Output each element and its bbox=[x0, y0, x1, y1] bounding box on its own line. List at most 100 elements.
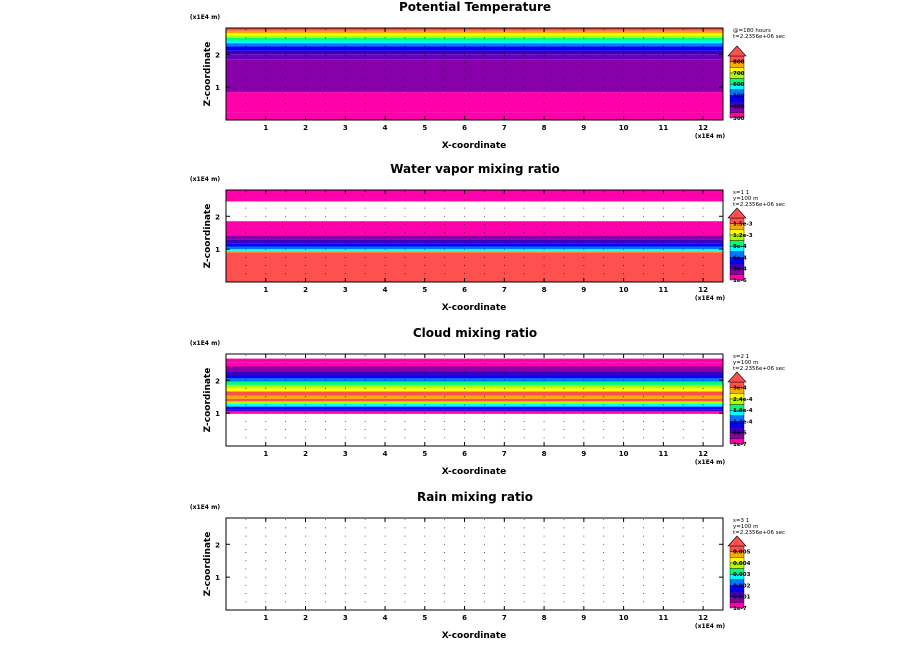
grid-dot bbox=[702, 593, 704, 595]
grid-dot bbox=[643, 543, 644, 545]
grid-dot bbox=[384, 543, 386, 545]
grid-dot bbox=[702, 94, 704, 96]
grid-dot bbox=[503, 576, 505, 578]
grid-dot bbox=[603, 363, 605, 365]
grid-dot bbox=[285, 552, 287, 553]
grid-dot bbox=[404, 78, 406, 80]
x-tick-label: 2 bbox=[303, 286, 308, 294]
grid-dot bbox=[384, 199, 386, 201]
colorbar-label: 400 bbox=[733, 105, 745, 111]
grid-dot bbox=[563, 199, 565, 201]
grid-dot bbox=[424, 224, 426, 225]
grid-dot bbox=[324, 412, 326, 414]
grid-dot bbox=[682, 560, 684, 562]
grid-dot bbox=[603, 191, 605, 193]
grid-dot bbox=[603, 111, 605, 113]
grid-dot bbox=[623, 224, 625, 225]
panel-1: Potential Temperature(x1E4 m)1 2 3 4 5 6 7 8 9 10… bbox=[190, 0, 785, 151]
grid-dot bbox=[364, 552, 366, 553]
grid-dot bbox=[503, 388, 505, 389]
colorbar-label: 3e-4 bbox=[733, 386, 747, 392]
grid-dot bbox=[305, 601, 306, 603]
grid-dot bbox=[523, 420, 525, 422]
grid-dot bbox=[543, 412, 545, 414]
grid-dot bbox=[324, 593, 326, 595]
grid-dot bbox=[563, 568, 565, 570]
grid-dot bbox=[364, 576, 366, 578]
z-tick-label: 2 bbox=[215, 213, 220, 221]
grid-dot bbox=[623, 593, 625, 595]
grid-dot bbox=[424, 111, 426, 113]
grid-dot bbox=[285, 29, 287, 31]
grid-dot bbox=[603, 437, 605, 439]
grid-dot bbox=[643, 86, 644, 88]
grid-dot bbox=[265, 215, 267, 217]
grid-dot bbox=[285, 78, 287, 80]
grid-dot bbox=[583, 207, 585, 209]
grid-dot bbox=[563, 404, 565, 406]
grid-dot bbox=[305, 371, 306, 373]
grid-dot bbox=[643, 248, 644, 250]
grid-dot bbox=[583, 584, 585, 586]
grid-dot bbox=[543, 552, 545, 553]
grid-dot bbox=[285, 429, 287, 431]
grid-dot bbox=[384, 437, 386, 439]
x-tick-label: 4 bbox=[383, 450, 388, 458]
grid-dot bbox=[702, 232, 704, 234]
grid-dot bbox=[523, 70, 525, 72]
grid-dot bbox=[344, 248, 346, 250]
grid-dot bbox=[563, 265, 565, 267]
grid-dot bbox=[245, 519, 247, 521]
grid-dot bbox=[324, 78, 326, 80]
grid-dot bbox=[364, 232, 366, 234]
contour-band bbox=[226, 239, 723, 244]
grid-dot bbox=[543, 568, 545, 570]
grid-dot bbox=[702, 215, 704, 217]
grid-dot bbox=[364, 560, 366, 562]
grid-dot bbox=[384, 576, 386, 578]
grid-dot bbox=[563, 29, 565, 31]
grid-dot bbox=[563, 215, 565, 217]
grid-dot bbox=[404, 37, 406, 39]
x-axis-label: X-coordinate bbox=[442, 631, 507, 641]
grid-dot bbox=[603, 576, 605, 578]
grid-dot bbox=[643, 420, 644, 422]
grid-dot bbox=[245, 70, 247, 72]
grid-dot bbox=[344, 584, 346, 586]
grid-dot bbox=[682, 429, 684, 431]
contour-band bbox=[226, 398, 723, 402]
grid-dot bbox=[503, 111, 505, 113]
grid-dot bbox=[483, 420, 485, 422]
info-line: t=2.2356e+06 sec bbox=[733, 34, 785, 40]
grid-dot bbox=[623, 560, 625, 562]
grid-dot bbox=[424, 363, 426, 365]
grid-dot bbox=[364, 519, 366, 521]
grid-dot bbox=[603, 273, 605, 275]
grid-dot bbox=[464, 265, 466, 267]
grid-dot bbox=[344, 86, 346, 88]
grid-dot bbox=[662, 404, 664, 406]
grid-dot bbox=[245, 584, 247, 586]
grid-dot bbox=[464, 37, 466, 39]
grid-dot bbox=[702, 62, 704, 63]
grid-dot bbox=[404, 396, 406, 398]
grid-dot bbox=[245, 535, 247, 537]
contour-band bbox=[226, 190, 723, 202]
grid-dot bbox=[265, 412, 267, 414]
grid-dot bbox=[404, 429, 406, 431]
grid-dot bbox=[444, 593, 446, 595]
grid-dot bbox=[404, 207, 406, 209]
grid-dot bbox=[662, 86, 664, 88]
grid-dot bbox=[444, 420, 446, 422]
grid-dot bbox=[324, 224, 326, 225]
grid-dot bbox=[503, 78, 505, 80]
grid-dot bbox=[523, 29, 525, 31]
grid-dot bbox=[265, 535, 267, 537]
grid-dot bbox=[245, 371, 247, 373]
grid-dot bbox=[623, 363, 625, 365]
grid-dot bbox=[305, 437, 306, 439]
grid-dot bbox=[563, 103, 565, 105]
contour-band bbox=[226, 362, 723, 367]
grid-dot bbox=[623, 37, 625, 39]
grid-dot bbox=[483, 388, 485, 389]
